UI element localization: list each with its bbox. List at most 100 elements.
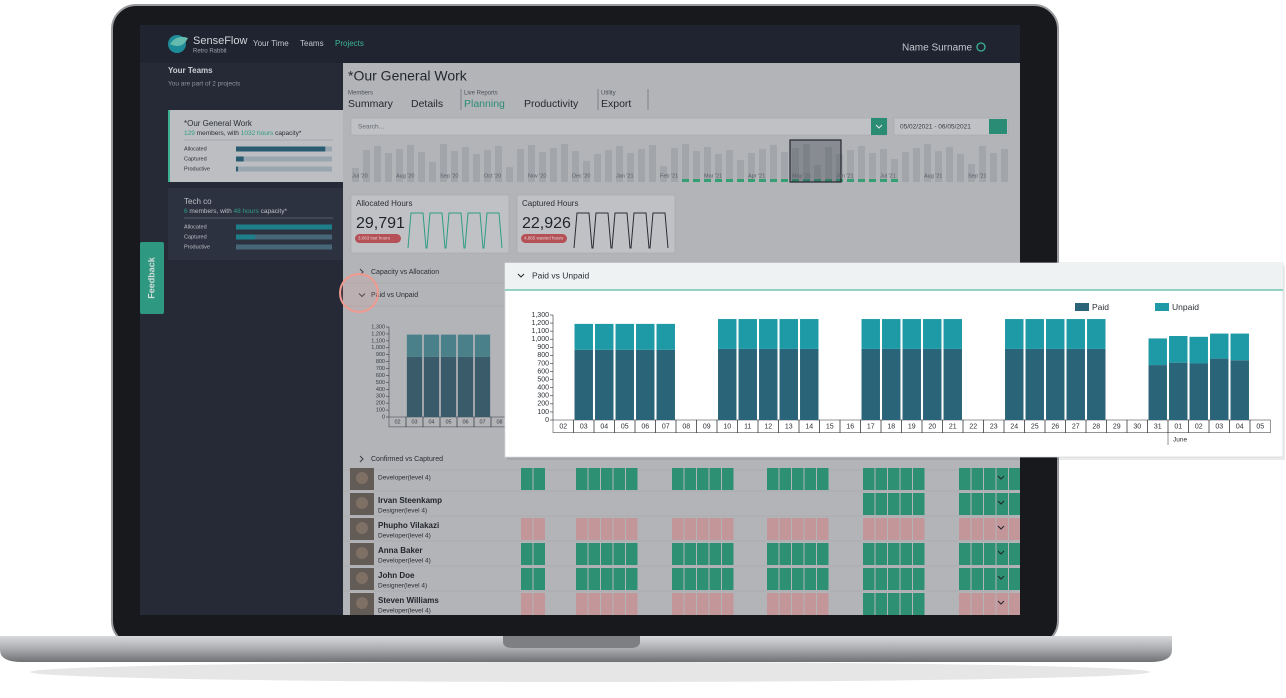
plan-cell	[1009, 543, 1020, 565]
bar-segment	[738, 319, 757, 349]
x-tick-label: 02	[559, 423, 567, 430]
plan-cell	[521, 593, 533, 615]
plan-cell	[722, 468, 734, 490]
bar-segment	[1169, 362, 1188, 420]
plan-cell	[779, 568, 791, 590]
plan-cell	[697, 593, 709, 615]
x-tick-label: 02	[394, 420, 400, 426]
plan-cell	[913, 493, 925, 515]
timeline-accent	[803, 179, 810, 182]
feedback-tab[interactable]	[140, 242, 164, 314]
person-name: Phupho Vilakazi	[378, 521, 439, 530]
section-header[interactable]: Paid vs Unpaid	[371, 292, 418, 299]
plan-cell	[722, 568, 734, 590]
y-tick-label: 900	[537, 344, 549, 351]
y-tick-label: 900	[376, 352, 385, 358]
tab[interactable]: Summary	[348, 98, 394, 110]
timeline-label: Jul '20	[352, 173, 368, 179]
bar-segment	[902, 348, 921, 420]
timeline-accent	[737, 179, 744, 182]
timeline-window[interactable]	[789, 139, 842, 183]
chevron	[359, 455, 364, 463]
bar-segment	[779, 348, 798, 420]
section-header[interactable]: Capacity vs Allocation	[371, 269, 439, 276]
timeline-bar	[539, 152, 546, 182]
logo-leaf	[170, 36, 188, 46]
y-tick-label: 700	[376, 366, 385, 372]
plan-cell	[959, 518, 971, 540]
timeline-bar	[979, 146, 986, 182]
tab[interactable]: Export	[601, 98, 631, 110]
bar-segment	[738, 348, 757, 420]
highlight-ring	[339, 273, 379, 313]
project-title: *Our General Work	[348, 68, 468, 84]
timeline-label: Feb '21	[660, 173, 678, 179]
row-chevron	[997, 500, 1005, 505]
plan-cell	[709, 518, 721, 540]
bar-segment	[1025, 348, 1044, 420]
bar-segment	[1189, 363, 1208, 420]
tab-group: Utility	[601, 91, 616, 97]
progress-bar	[236, 224, 332, 230]
bar-segment	[656, 349, 675, 420]
person-name: Steven Williams	[378, 596, 439, 605]
x-tick-label: 05	[621, 423, 629, 430]
timeline-accent	[704, 179, 711, 182]
x-tick-label: 14	[805, 423, 813, 430]
bar-segment	[1148, 338, 1167, 366]
person-role: Developer(level 4)	[378, 475, 431, 482]
plan-cell	[533, 593, 545, 615]
nav-link[interactable]: Projects	[335, 39, 364, 48]
nav-link[interactable]: Your Time	[253, 39, 289, 48]
team-name: *Our General Work	[184, 119, 253, 128]
timeline-accent	[726, 179, 733, 182]
date-box[interactable]	[893, 117, 1009, 136]
person-name: Irvan Steenkamp	[378, 496, 442, 505]
team-info: 6 members, with 48 hours capacity*	[184, 208, 287, 215]
y-tick-label: 600	[376, 373, 385, 379]
timeline-label: Sep '21	[968, 173, 986, 179]
tab[interactable]: Productivity	[524, 98, 579, 110]
bar-segment	[474, 334, 491, 357]
timeline-accent	[891, 179, 898, 182]
plan-cell	[626, 593, 638, 615]
plan-cell	[588, 543, 600, 565]
plan-cell	[588, 468, 600, 490]
timeline-bar	[561, 144, 568, 182]
bar-segment	[759, 319, 778, 349]
plan-cell	[779, 593, 791, 615]
bar-segment	[759, 348, 778, 420]
tab[interactable]: Details	[411, 98, 443, 110]
plan-cell	[533, 518, 545, 540]
timeline-accent	[781, 179, 788, 182]
legend-label: Unpaid	[1172, 302, 1199, 312]
feedback-label[interactable]: Feedback	[146, 256, 156, 299]
team-info-part: members, with	[188, 208, 234, 215]
power-icon[interactable]	[976, 42, 986, 52]
timeline-label: Jun '21	[836, 173, 854, 179]
plan-cell	[521, 518, 533, 540]
x-tick-label: 16	[846, 423, 854, 430]
tab[interactable]: Planning	[464, 98, 505, 110]
search-dropdown[interactable]	[871, 118, 887, 135]
plan-cell	[1009, 568, 1020, 590]
plan-cell	[959, 568, 971, 590]
plan-cell	[576, 543, 588, 565]
section-header[interactable]: Confirmed vs Captured	[371, 456, 443, 463]
plan-cell	[576, 518, 588, 540]
y-tick-label: 1,200	[371, 331, 385, 337]
calendar-button[interactable]	[989, 119, 1007, 134]
plan-cell	[863, 593, 875, 615]
plan-cell	[521, 568, 533, 590]
plan-cell	[684, 518, 696, 540]
plan-cell	[971, 518, 983, 540]
x-tick-label: 17	[867, 423, 875, 430]
avatar-face	[356, 572, 368, 584]
timeline-bar	[990, 153, 997, 182]
bar-segment	[423, 334, 440, 357]
nav-link[interactable]: Teams	[300, 39, 324, 48]
plan-cell	[888, 468, 900, 490]
timeline-bar	[473, 154, 480, 182]
user-name[interactable]: Name Surname	[902, 43, 972, 54]
timeline-bar	[759, 149, 766, 182]
